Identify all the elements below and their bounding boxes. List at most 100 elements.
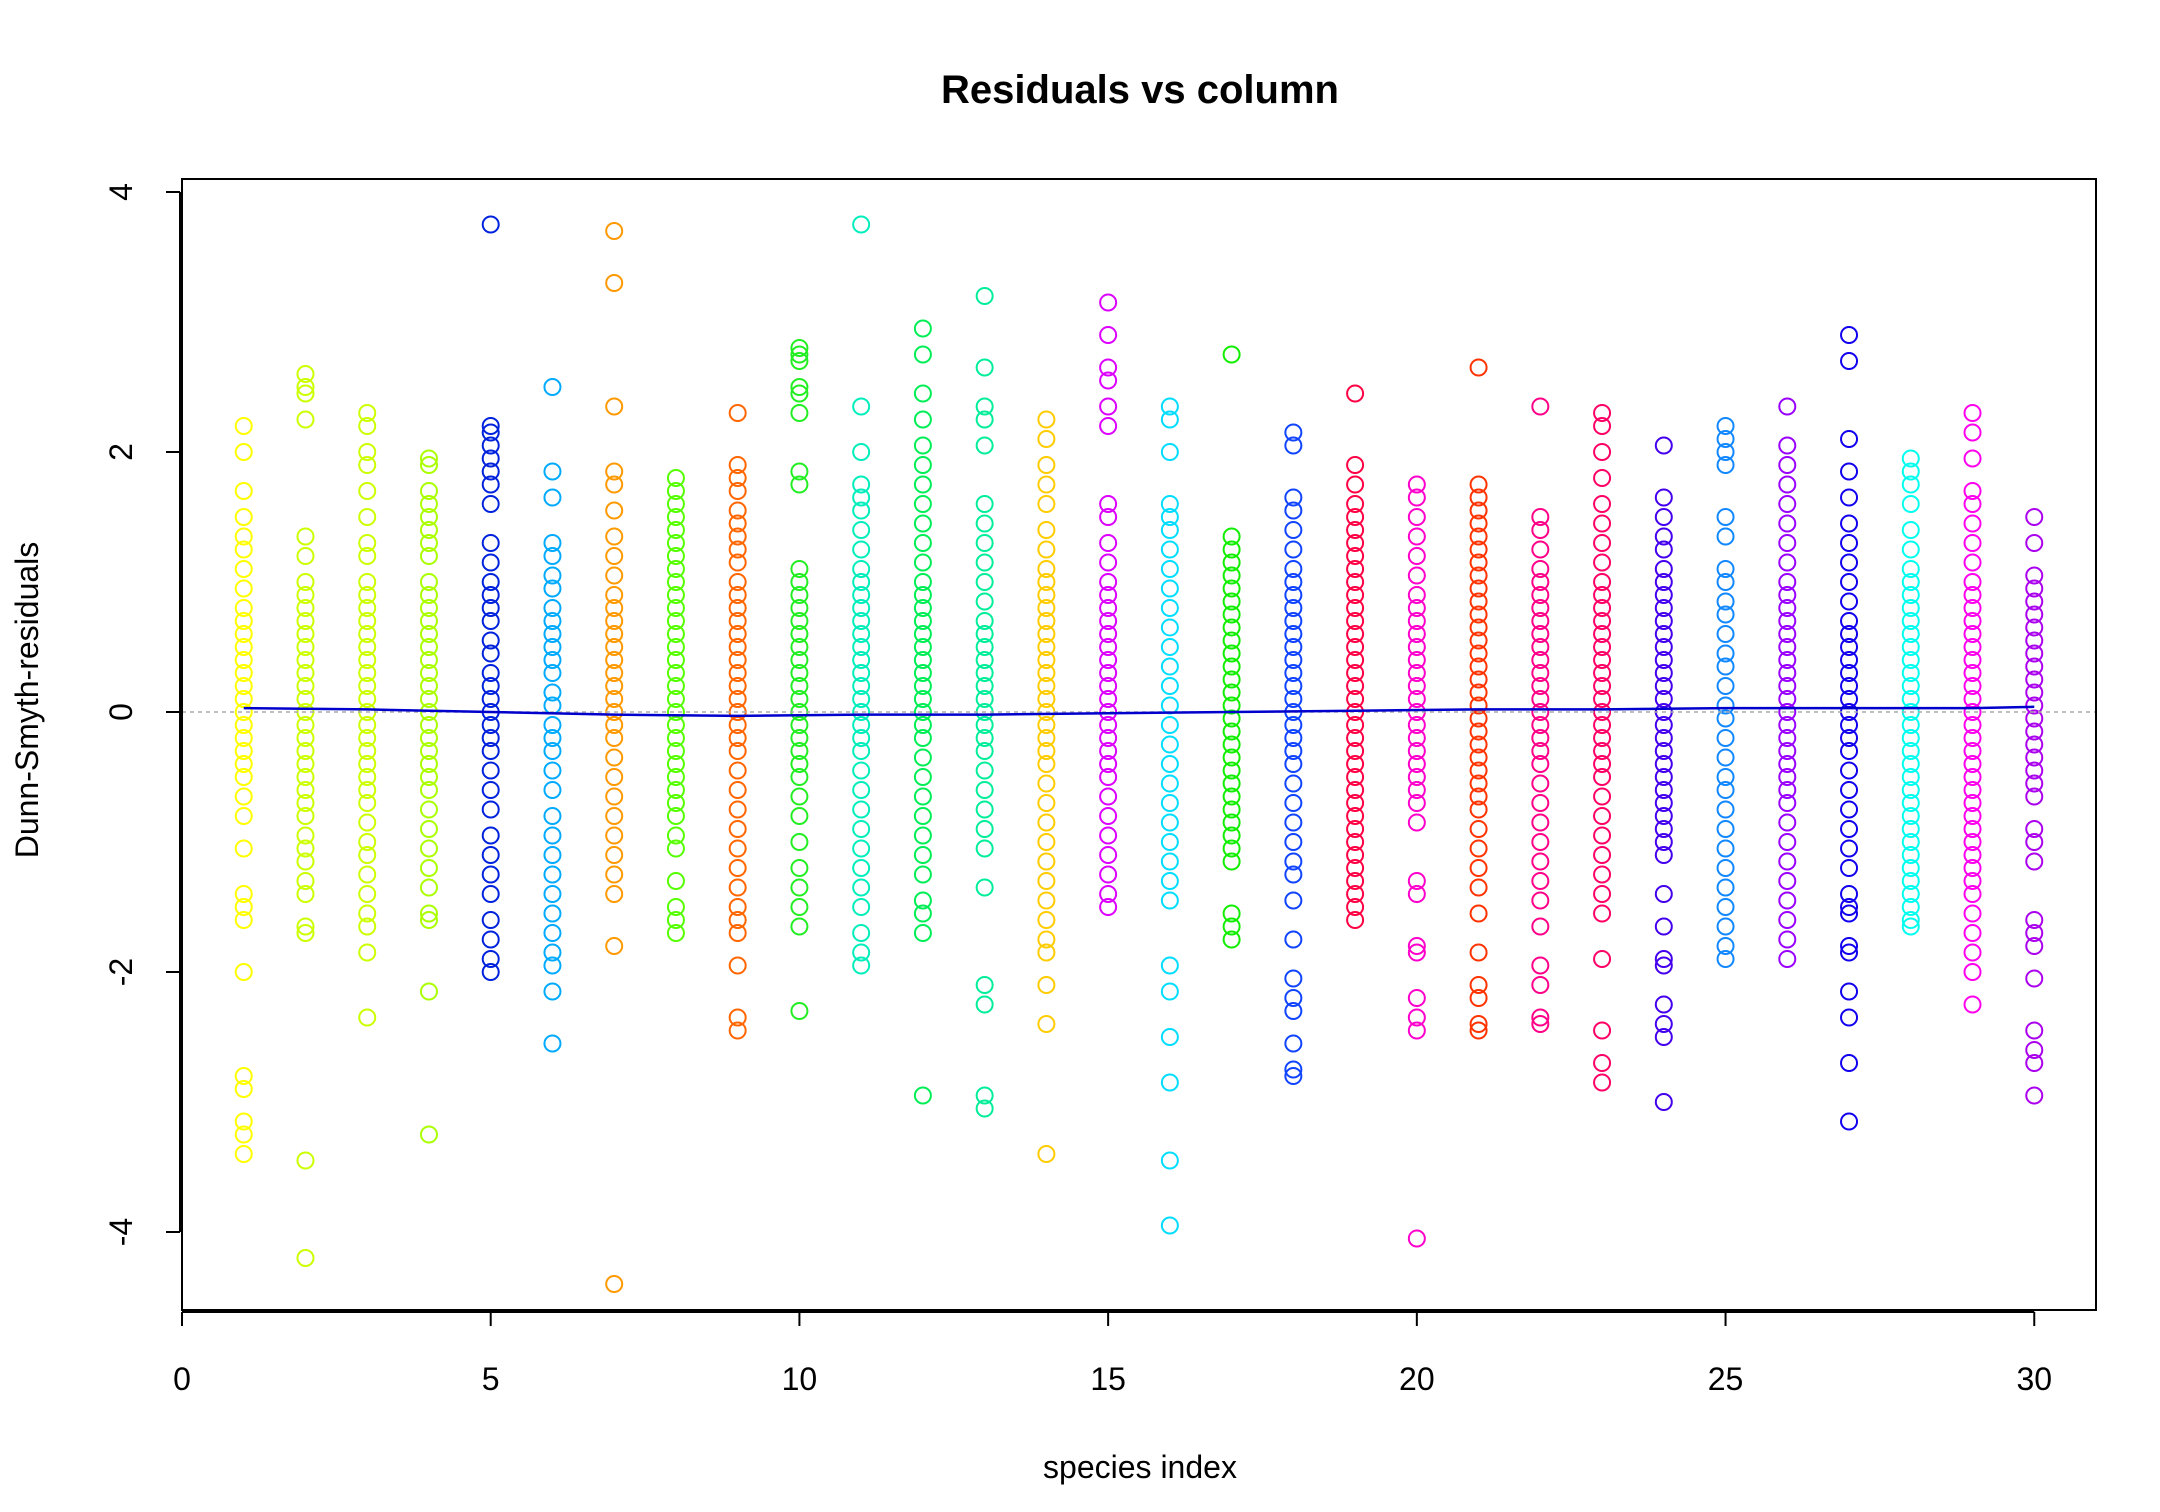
data-point xyxy=(1037,690,1056,708)
data-point xyxy=(234,911,253,929)
data-point xyxy=(1222,930,1241,949)
data-point xyxy=(234,807,253,825)
data-point xyxy=(1840,625,1859,643)
data-point xyxy=(790,612,809,630)
data-point xyxy=(1716,839,1735,858)
x-tick-label: 15 xyxy=(1090,1361,1126,1397)
data-point xyxy=(1840,898,1859,916)
data-point xyxy=(1469,976,1488,994)
data-point xyxy=(852,924,871,942)
data-point xyxy=(605,787,624,806)
data-point xyxy=(1963,664,1982,682)
data-point xyxy=(1531,677,1550,695)
data-point xyxy=(1346,729,1365,747)
data-point xyxy=(1284,742,1303,760)
data-point xyxy=(358,742,377,760)
data-point xyxy=(481,449,500,468)
data-point xyxy=(1099,599,1118,617)
data-point xyxy=(1901,475,1920,494)
data-point xyxy=(790,917,809,936)
data-point xyxy=(1963,612,1982,630)
data-point xyxy=(1407,612,1426,630)
data-point xyxy=(1840,859,1859,877)
data-point xyxy=(358,794,377,812)
data-point xyxy=(852,612,871,630)
data-point xyxy=(1840,839,1859,858)
data-point xyxy=(1531,508,1550,526)
data-point xyxy=(481,716,500,734)
data-point xyxy=(605,612,624,630)
data-point xyxy=(1531,599,1550,617)
data-point xyxy=(1469,1021,1488,1040)
data-point xyxy=(1716,456,1735,474)
data-point xyxy=(419,878,438,897)
data-point xyxy=(790,378,809,396)
series-column-29 xyxy=(1963,404,1982,1014)
data-point xyxy=(1037,1145,1056,1163)
data-point xyxy=(1407,885,1426,903)
y-tick-label: -4 xyxy=(103,1218,139,1246)
data-point xyxy=(419,859,438,877)
data-point xyxy=(666,599,685,617)
data-point xyxy=(1346,677,1365,695)
data-point xyxy=(296,781,315,799)
data-point xyxy=(481,612,500,630)
data-point xyxy=(1778,833,1797,851)
data-point xyxy=(1716,644,1735,663)
data-point xyxy=(1037,930,1056,949)
data-point xyxy=(1099,293,1118,312)
data-point xyxy=(790,859,809,877)
data-point xyxy=(1284,677,1303,695)
data-point xyxy=(666,794,685,812)
data-point xyxy=(1284,1067,1303,1085)
data-point xyxy=(419,982,438,1001)
data-point xyxy=(1778,397,1797,416)
data-point xyxy=(790,833,809,851)
data-point xyxy=(728,690,747,708)
data-point xyxy=(728,1008,747,1027)
data-point xyxy=(1593,885,1612,903)
data-point xyxy=(2025,969,2044,988)
data-point xyxy=(790,475,809,494)
data-point xyxy=(1222,813,1241,832)
data-point xyxy=(1840,800,1859,819)
data-point xyxy=(1840,488,1859,507)
data-point xyxy=(481,423,500,442)
data-point xyxy=(1963,514,1982,533)
data-point xyxy=(1407,599,1426,617)
data-point xyxy=(1407,872,1426,890)
data-point xyxy=(913,625,932,643)
data-point xyxy=(543,781,562,799)
data-point xyxy=(543,904,562,923)
data-point xyxy=(1531,625,1550,643)
data-point xyxy=(1037,410,1056,429)
data-point xyxy=(1840,1008,1859,1027)
series-column-2 xyxy=(296,365,315,1267)
data-point xyxy=(1840,943,1859,962)
data-point xyxy=(1160,495,1179,513)
data-point xyxy=(419,664,438,682)
data-point xyxy=(728,664,747,682)
data-point xyxy=(728,527,747,546)
data-point xyxy=(1160,1028,1179,1046)
data-point xyxy=(1099,326,1118,344)
data-point xyxy=(1160,813,1179,832)
data-point xyxy=(1469,566,1488,585)
data-point xyxy=(790,807,809,825)
data-point xyxy=(1716,950,1735,968)
data-point xyxy=(1346,384,1365,403)
data-point xyxy=(1716,820,1735,838)
data-point xyxy=(913,638,932,656)
data-point xyxy=(1284,729,1303,747)
data-point xyxy=(1778,755,1797,773)
data-point xyxy=(234,787,253,806)
data-point xyxy=(728,553,747,572)
data-point xyxy=(1531,1015,1550,1033)
data-point xyxy=(728,924,747,942)
data-point xyxy=(1346,651,1365,669)
data-point xyxy=(1469,1015,1488,1033)
data-point xyxy=(728,911,747,929)
data-point xyxy=(1840,462,1859,481)
data-point xyxy=(543,612,562,630)
